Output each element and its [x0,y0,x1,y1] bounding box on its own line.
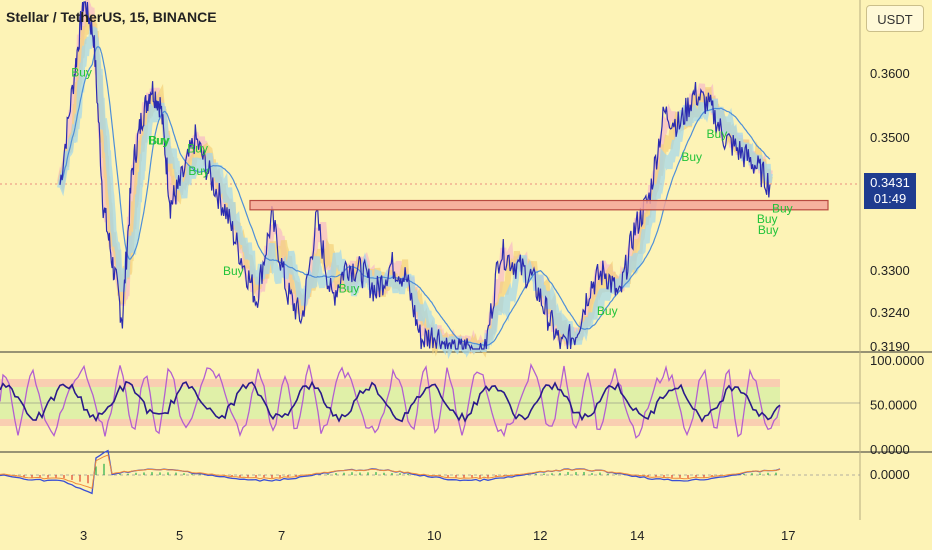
price-tick-label: 0.3300 [870,263,910,278]
price-tick-label: 0.3500 [870,130,910,145]
oscillator-lower-band [0,419,780,426]
bar-countdown: 01:49 [873,191,907,206]
buy-signal-label: Buy [681,150,702,164]
buy-signal-label: Buy [707,127,728,141]
oscillator-tick-label: 0.0000 [870,442,910,457]
buy-signal-label: Buy [148,133,169,147]
macd-tick-label: 0.0000 [870,467,910,482]
currency-button[interactable]: USDT [866,5,924,32]
macd-line [0,449,781,495]
time-axis: 3 5 7 10 12 14 17 [80,528,795,543]
oscillator-upper-band [0,379,780,387]
time-tick-label: 3 [80,528,87,543]
buy-signal-label: Buy [188,164,209,178]
oscillator-series-layer [0,362,781,439]
rsi-line [0,380,781,423]
price-series-layer [57,0,773,360]
buy-signal-label: Buy [339,282,360,296]
stochastic-line [0,362,781,439]
current-price-badge: 0.3431 01:49 [864,173,916,209]
price-tick-label: 0.3240 [870,305,910,320]
buy-signal-label: Buy [187,141,208,155]
time-tick-label: 7 [278,528,285,543]
time-tick-label: 10 [427,528,441,543]
buy-signal-label: Buy [772,202,793,216]
symbol-title: Stellar / TetherUS, 15, BINANCE [6,9,217,25]
ribbon-band-2 [57,26,773,360]
time-tick-label: 17 [781,528,795,543]
buy-signal-label: Buy [223,264,244,278]
time-tick-label: 12 [533,528,547,543]
macd-series-layer [0,449,781,495]
oscillator-tick-label: 50.0000 [870,398,917,413]
buy-signal-label: Buy [757,212,778,226]
oscillator-tick-label: 100.0000 [870,353,924,368]
time-tick-label: 5 [176,528,183,543]
buy-signal-label: Buy [597,304,618,318]
current-price-value: 0.3431 [870,175,910,190]
buy-signal-label: Buy [758,223,779,237]
buy-signal-label: Buy [71,66,92,80]
macd-signal-line [0,454,781,489]
moving-average-line [59,46,771,347]
price-line [59,1,771,351]
buy-signal-label: Buy [149,134,170,148]
support-zone-rectangle[interactable] [249,199,829,211]
price-tick-label: 0.3190 [870,339,910,354]
price-tick-label: 0.3600 [870,66,910,81]
time-tick-label: 14 [630,528,644,543]
